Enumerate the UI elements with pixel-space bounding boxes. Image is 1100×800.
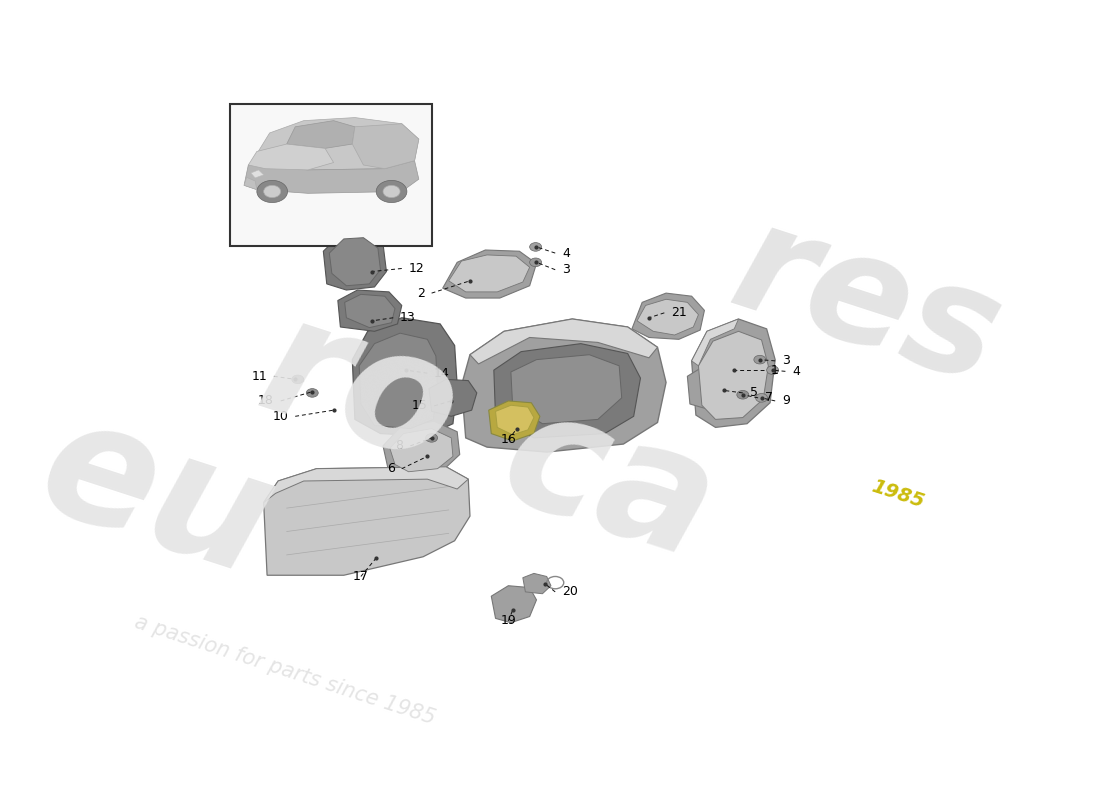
Polygon shape <box>442 250 537 298</box>
Text: 16: 16 <box>500 434 516 446</box>
Polygon shape <box>462 319 666 452</box>
Text: 20: 20 <box>562 586 578 598</box>
Circle shape <box>264 186 280 198</box>
Polygon shape <box>429 379 476 416</box>
Text: 21: 21 <box>671 306 686 319</box>
Polygon shape <box>251 170 264 178</box>
Text: 12: 12 <box>408 262 425 275</box>
Circle shape <box>257 180 287 202</box>
Circle shape <box>530 258 541 266</box>
Polygon shape <box>249 144 333 170</box>
Circle shape <box>530 242 541 251</box>
Text: 3: 3 <box>782 354 790 367</box>
Polygon shape <box>253 118 419 170</box>
Polygon shape <box>244 178 257 190</box>
Text: a passion for parts since 1985: a passion for parts since 1985 <box>132 612 438 728</box>
Text: 8: 8 <box>396 439 404 452</box>
Polygon shape <box>449 255 530 292</box>
Polygon shape <box>494 344 640 438</box>
Polygon shape <box>495 406 534 435</box>
Text: res: res <box>715 191 1018 416</box>
Polygon shape <box>688 366 741 411</box>
Polygon shape <box>338 290 402 331</box>
Polygon shape <box>631 293 704 339</box>
Text: 1985: 1985 <box>869 477 926 512</box>
Circle shape <box>383 186 400 198</box>
Polygon shape <box>389 429 453 472</box>
Polygon shape <box>329 238 381 286</box>
Circle shape <box>756 394 768 402</box>
Polygon shape <box>264 467 470 575</box>
Polygon shape <box>287 121 355 148</box>
Circle shape <box>426 434 438 442</box>
Text: 19: 19 <box>500 614 516 627</box>
Polygon shape <box>244 161 419 194</box>
Text: 5: 5 <box>749 386 758 399</box>
Bar <box>230 104 431 246</box>
Text: ro: ro <box>242 283 480 499</box>
Polygon shape <box>344 294 395 328</box>
Polygon shape <box>488 401 540 441</box>
Circle shape <box>306 389 318 398</box>
Text: 3: 3 <box>562 263 570 276</box>
Text: 4: 4 <box>562 246 570 259</box>
Text: 10: 10 <box>273 410 288 423</box>
Text: 15: 15 <box>411 399 427 412</box>
Text: ca: ca <box>484 374 735 595</box>
Text: 17: 17 <box>353 570 369 583</box>
Text: 4: 4 <box>792 365 800 378</box>
Text: 11: 11 <box>251 370 267 382</box>
Text: eu: eu <box>22 385 293 611</box>
Text: 9: 9 <box>782 394 790 407</box>
Text: 18: 18 <box>258 394 274 407</box>
Text: 1: 1 <box>771 364 779 377</box>
Polygon shape <box>359 333 438 429</box>
Polygon shape <box>492 586 537 622</box>
Polygon shape <box>383 422 460 477</box>
Polygon shape <box>692 319 775 427</box>
Circle shape <box>376 180 407 202</box>
Circle shape <box>737 390 749 399</box>
Text: 6: 6 <box>387 462 395 475</box>
Polygon shape <box>352 124 419 169</box>
Text: 7: 7 <box>764 391 773 404</box>
Polygon shape <box>522 574 551 594</box>
Polygon shape <box>510 354 622 424</box>
Circle shape <box>754 355 766 364</box>
Polygon shape <box>323 233 386 290</box>
Polygon shape <box>352 318 458 436</box>
Circle shape <box>292 375 304 384</box>
Polygon shape <box>692 319 738 366</box>
Polygon shape <box>698 331 768 419</box>
Polygon shape <box>637 299 698 335</box>
Polygon shape <box>264 467 469 502</box>
Circle shape <box>767 366 779 374</box>
Text: 2: 2 <box>417 286 425 300</box>
Polygon shape <box>470 319 658 364</box>
Text: 13: 13 <box>400 311 416 324</box>
Text: 14: 14 <box>434 366 450 380</box>
